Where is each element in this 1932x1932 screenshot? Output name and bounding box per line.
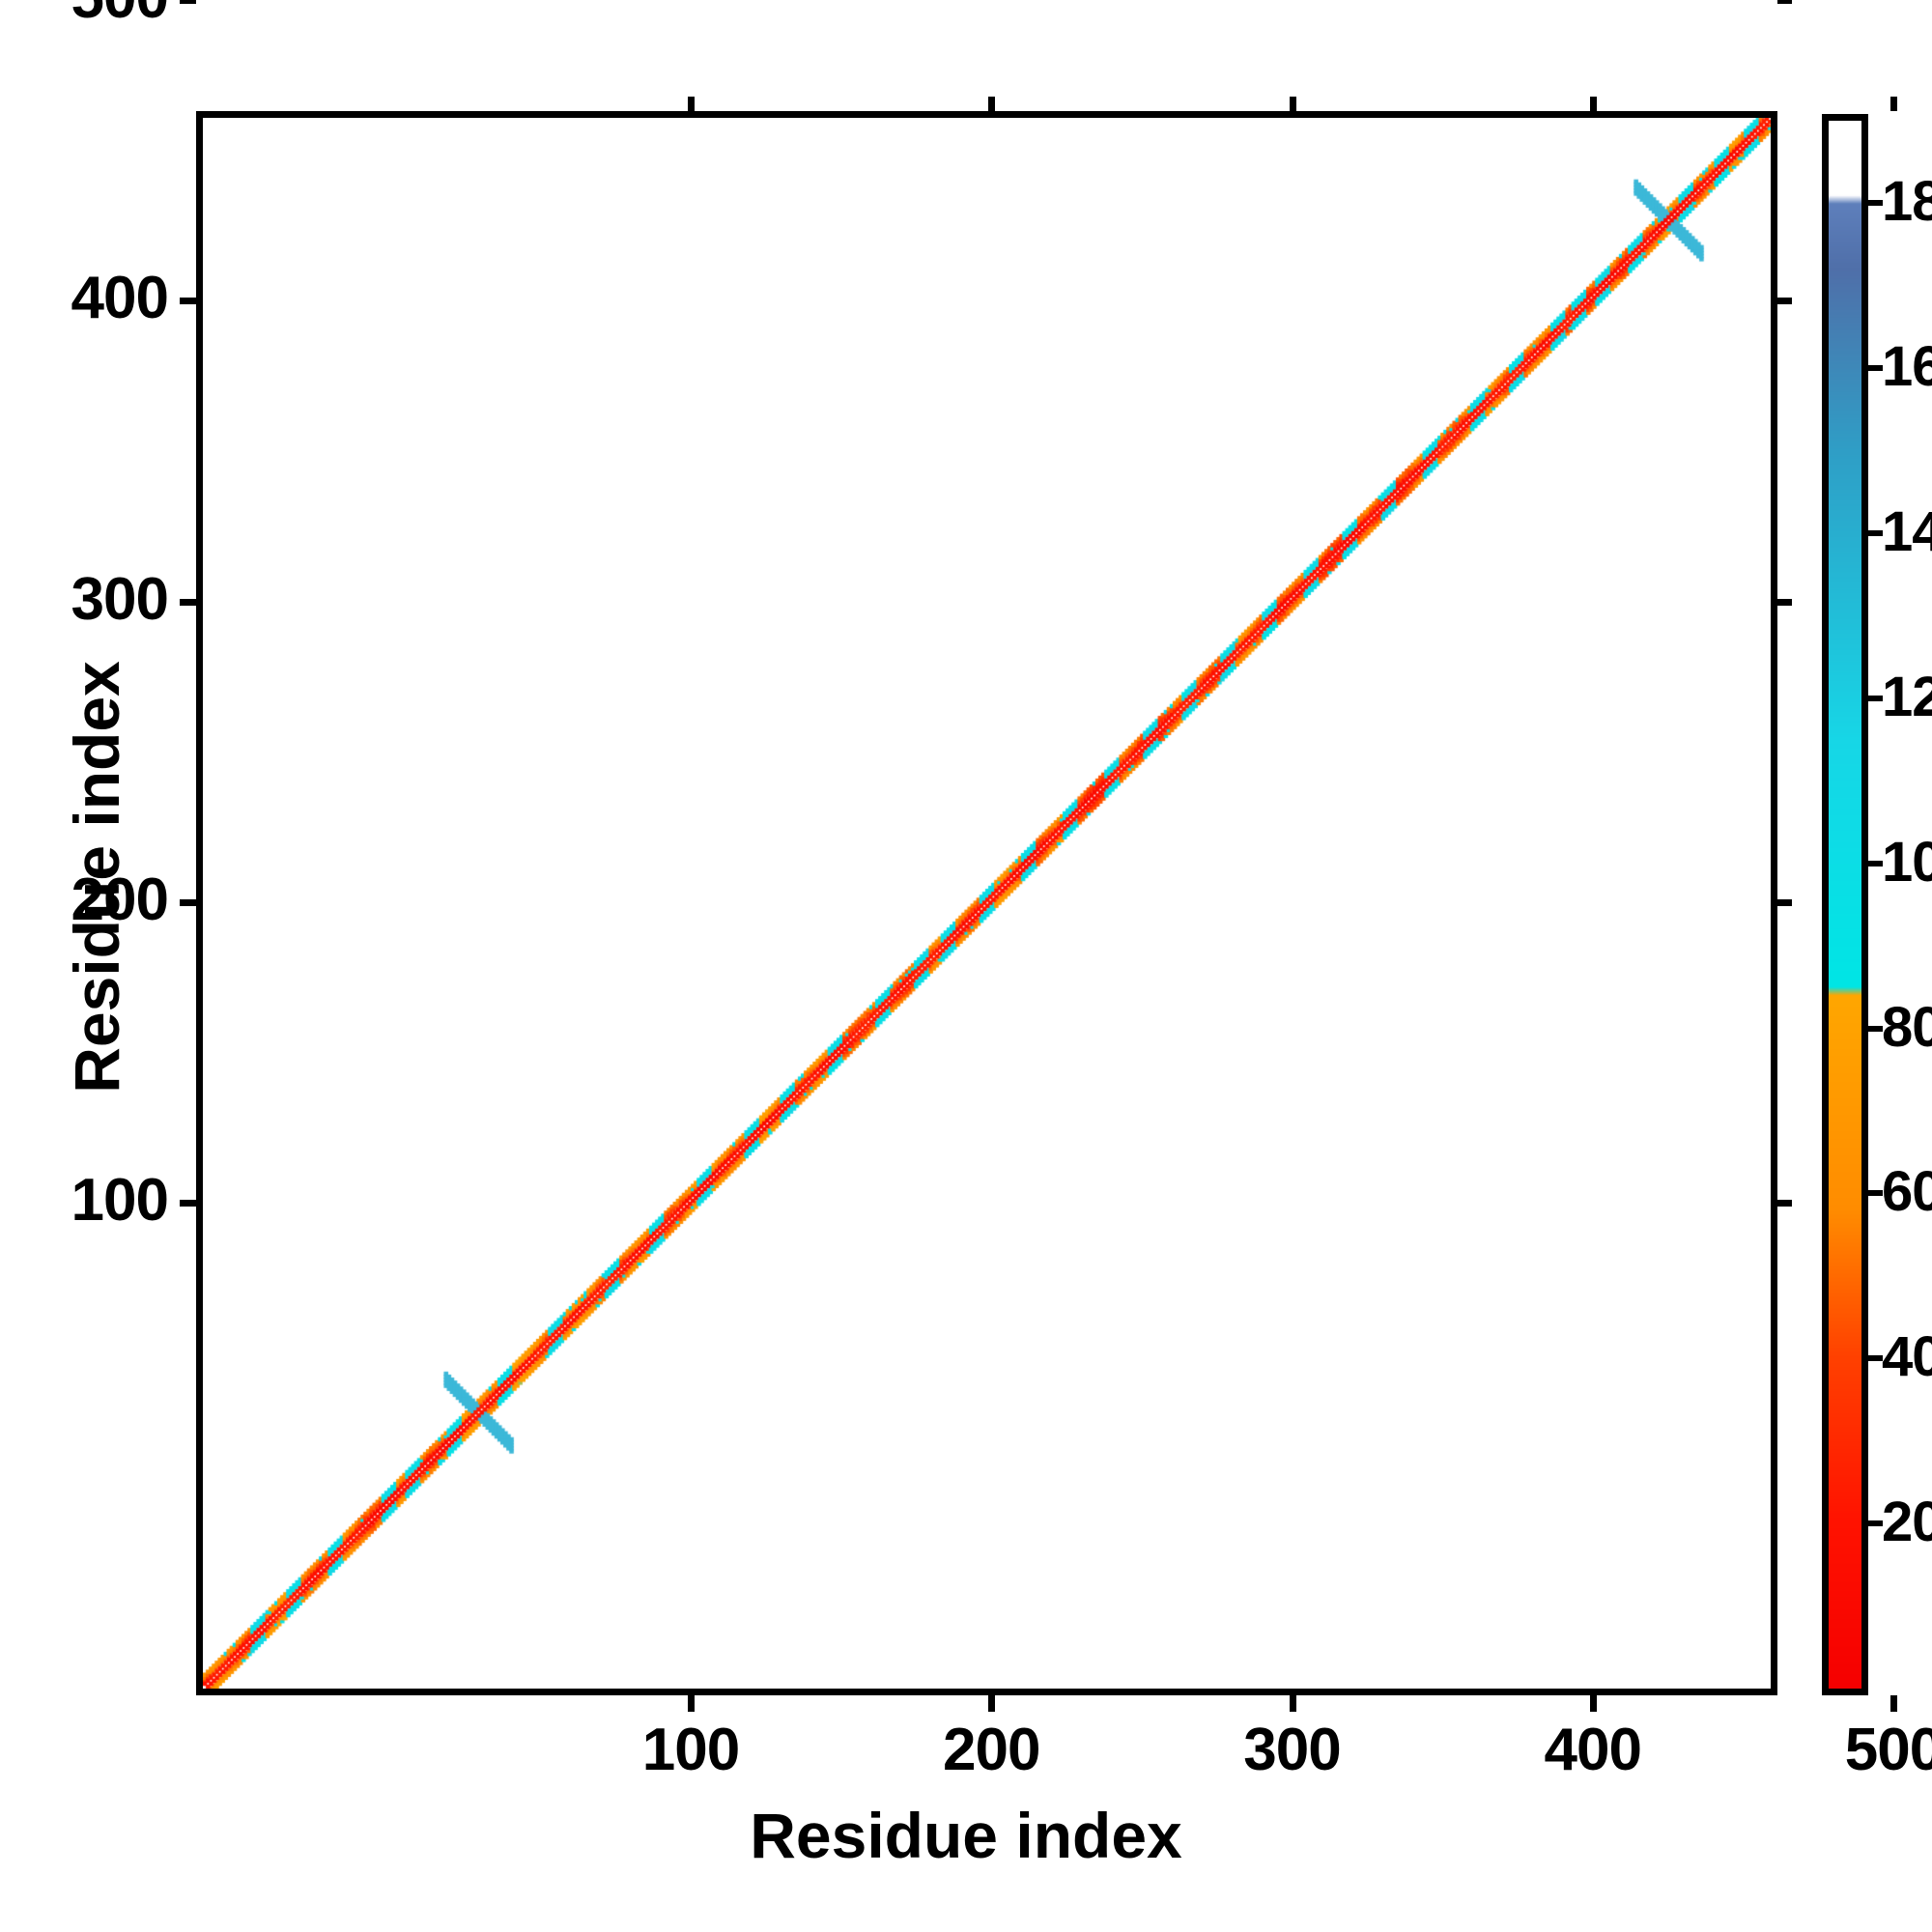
y-tick-label: 300 xyxy=(71,565,169,633)
y-tick-mark xyxy=(180,0,196,4)
colorbar-tick-mark xyxy=(1868,1025,1883,1032)
right-tick-mark xyxy=(1777,0,1792,4)
colorbar-tick-label: 180 xyxy=(1882,170,1932,234)
x-tick-mark xyxy=(688,1695,695,1712)
y-tick-label: 500 xyxy=(71,0,169,28)
y-tick-label: 400 xyxy=(71,265,169,332)
right-tick-mark xyxy=(1777,298,1792,305)
x-tick-mark xyxy=(988,1695,996,1712)
colorbar-tick-mark xyxy=(1868,365,1883,372)
top-tick-mark xyxy=(1289,97,1296,111)
y-tick-mark xyxy=(180,898,196,906)
x-tick-label: 400 xyxy=(1544,1717,1642,1783)
colorbar-gradient xyxy=(1829,121,1861,1689)
colorbar-tick-label: 20 xyxy=(1882,1491,1932,1554)
colorbar-tick-label: 80 xyxy=(1882,995,1932,1059)
right-tick-mark xyxy=(1777,898,1792,906)
colorbar-tick-label: 160 xyxy=(1882,335,1932,399)
right-tick-mark xyxy=(1777,598,1792,606)
y-axis-title: Residue index xyxy=(61,661,132,1094)
y-tick-mark xyxy=(180,1200,196,1207)
x-tick-mark xyxy=(1890,1695,1897,1712)
y-tick-label: 200 xyxy=(71,866,169,933)
top-tick-mark xyxy=(1890,97,1897,111)
colorbar-tick-label: 140 xyxy=(1882,500,1932,564)
colorbar xyxy=(1822,114,1868,1695)
right-tick-mark xyxy=(1777,1200,1792,1207)
y-tick-mark xyxy=(180,298,196,305)
x-tick-mark xyxy=(1289,1695,1296,1712)
x-tick-label: 200 xyxy=(943,1717,1040,1783)
colorbar-tick-label: 100 xyxy=(1882,830,1932,894)
x-tick-label: 500 xyxy=(1844,1717,1932,1783)
colorbar-tick-mark xyxy=(1868,530,1883,537)
colorbar-tick-label: 120 xyxy=(1882,665,1932,728)
colorbar-tick-mark xyxy=(1868,1190,1883,1197)
x-tick-label: 100 xyxy=(641,1717,740,1783)
top-tick-mark xyxy=(688,97,695,111)
top-tick-mark xyxy=(988,97,996,111)
top-tick-mark xyxy=(1589,97,1597,111)
y-tick-mark xyxy=(180,598,196,606)
colorbar-tick-mark xyxy=(1868,200,1883,207)
colorbar-tick-mark xyxy=(1868,695,1883,701)
contact-map-plot-area xyxy=(196,111,1777,1695)
y-tick-label: 100 xyxy=(71,1167,169,1234)
x-tick-label: 300 xyxy=(1243,1717,1341,1783)
colorbar-tick-mark xyxy=(1868,1355,1883,1362)
x-axis-title: Residue index xyxy=(750,1800,1182,1871)
colorbar-tick-label: 40 xyxy=(1882,1325,1932,1389)
colorbar-tick-mark xyxy=(1868,1520,1883,1527)
contact-map-canvas xyxy=(203,118,1771,1689)
colorbar-tick-mark xyxy=(1868,860,1883,867)
x-tick-mark xyxy=(1589,1695,1597,1712)
colorbar-tick-label: 60 xyxy=(1882,1160,1932,1224)
